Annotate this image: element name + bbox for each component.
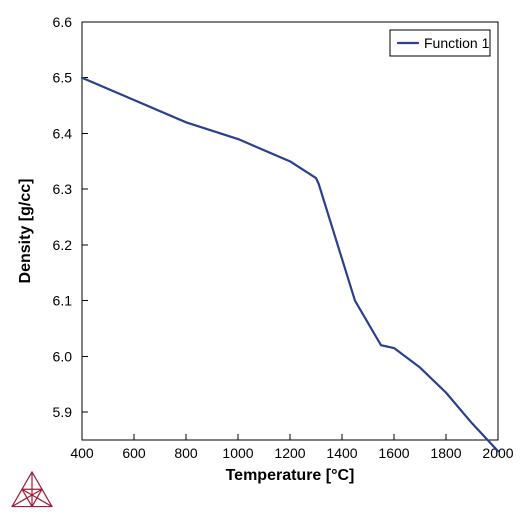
chart-container: 400 600 800 1000 1200 1400 1600 1800 2000 5.9 6.0… (0, 0, 526, 518)
svg-text:6.2: 6.2 (53, 237, 73, 253)
svg-text:1200: 1200 (274, 445, 305, 461)
svg-text:600: 600 (122, 445, 146, 461)
svg-text:6.1: 6.1 (53, 293, 73, 309)
triangle-logo-icon (12, 472, 52, 507)
series-line (82, 78, 498, 451)
series-group (82, 78, 498, 451)
svg-text:6.4: 6.4 (53, 125, 73, 141)
svg-text:6.6: 6.6 (53, 14, 73, 30)
svg-text:1000: 1000 (222, 445, 253, 461)
legend-label: Function 1 (424, 35, 490, 51)
plot-area (82, 22, 498, 440)
legend: Function 1 (390, 30, 490, 56)
y-axis-ticks: 5.9 6.0 6.1 6.2 6.3 6.4 6.5 6.6 (53, 14, 88, 420)
svg-text:6.0: 6.0 (53, 348, 73, 364)
x-axis-label: Temperature [°C] (226, 467, 355, 484)
svg-text:1600: 1600 (378, 445, 409, 461)
svg-text:6.5: 6.5 (53, 70, 73, 86)
x-axis-ticks: 400 600 800 1000 1200 1400 1600 1800 2000 (70, 434, 513, 461)
y-axis-label: Density [g/cc] (17, 179, 34, 284)
svg-text:1800: 1800 (430, 445, 461, 461)
svg-text:5.9: 5.9 (53, 404, 73, 420)
chart-svg: 400 600 800 1000 1200 1400 1600 1800 2000 5.9 6.0… (0, 0, 526, 518)
svg-text:1400: 1400 (326, 445, 357, 461)
svg-text:400: 400 (70, 445, 94, 461)
svg-text:2000: 2000 (482, 445, 513, 461)
svg-text:800: 800 (174, 445, 198, 461)
svg-text:6.3: 6.3 (53, 181, 73, 197)
